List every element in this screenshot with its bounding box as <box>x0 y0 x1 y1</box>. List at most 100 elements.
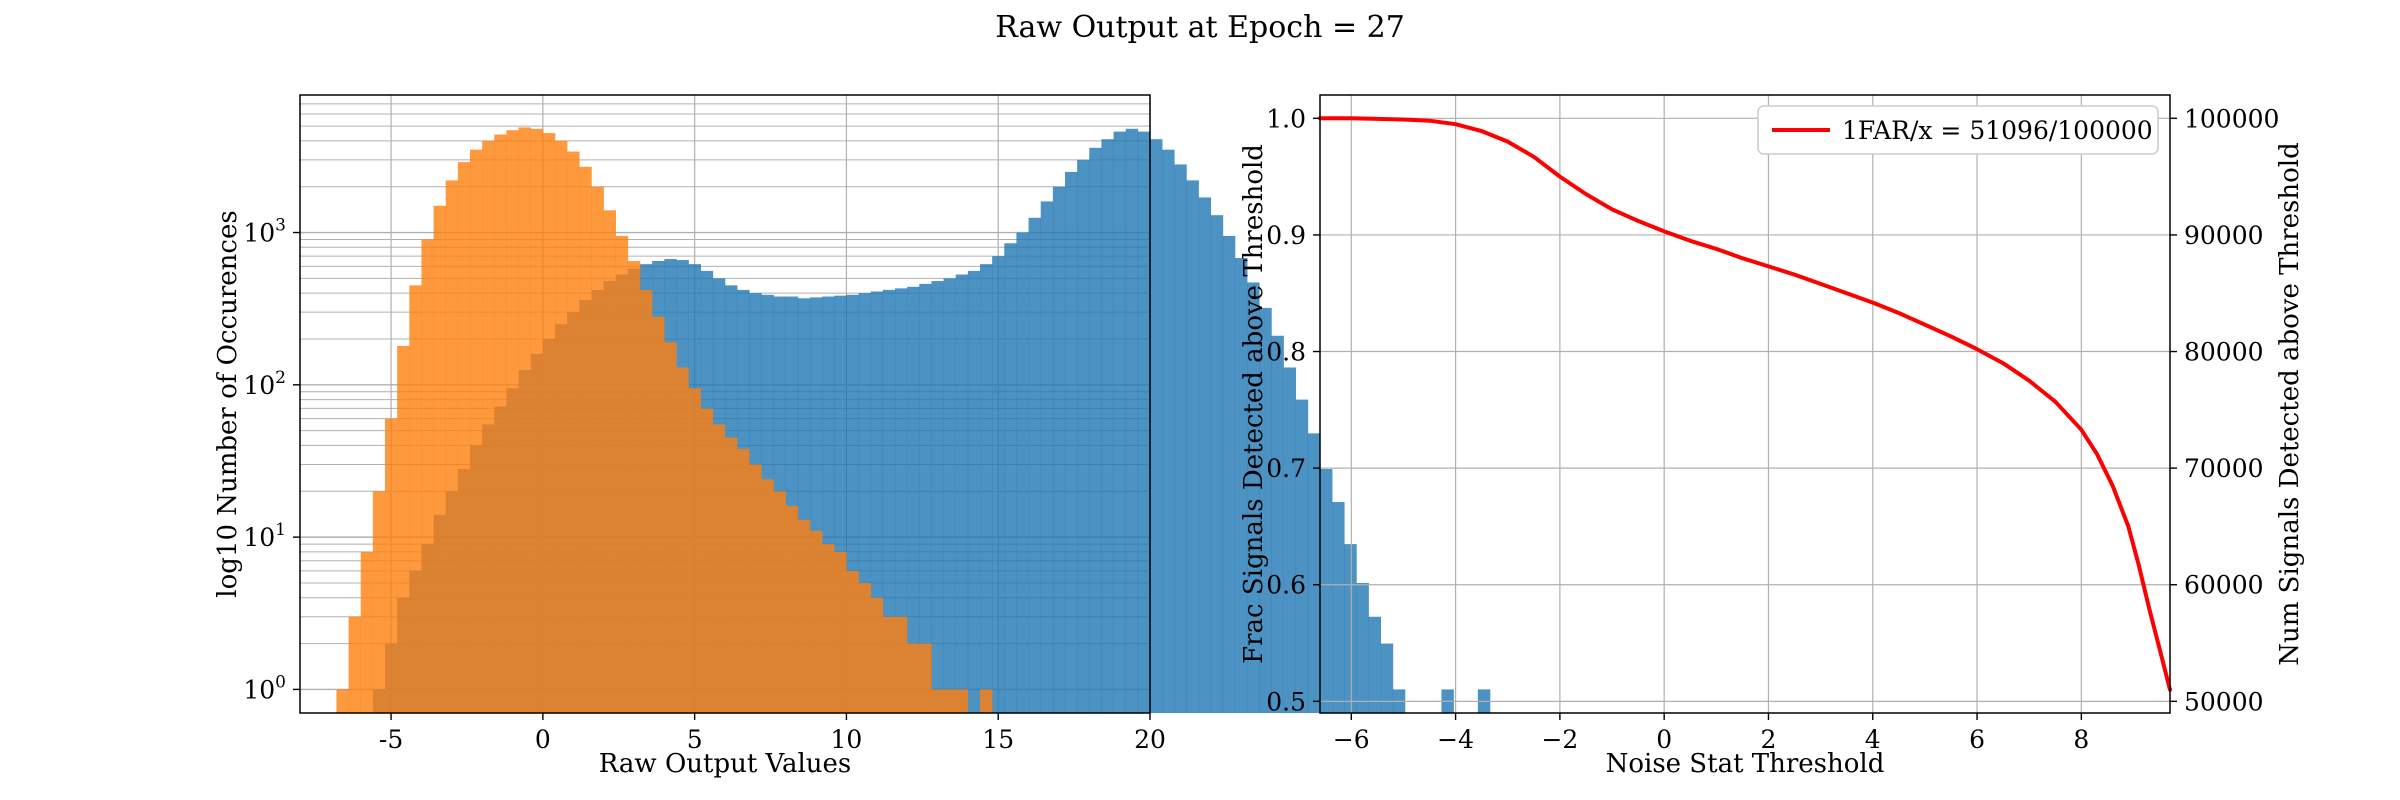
histogram-bar-orange <box>773 491 787 713</box>
x-tick-label: 15 <box>982 725 1014 754</box>
histogram-bar-orange <box>858 582 872 713</box>
x-tick-label: 10 <box>831 725 863 754</box>
histogram-chart: -5 0 5 10 15 20 100 101 102 103 Raw Output Value… <box>213 94 1491 779</box>
histogram-bar-orange <box>664 342 677 713</box>
histogram-bar-blue <box>882 289 896 713</box>
histogram-bar-blue <box>907 286 920 713</box>
histogram-bar-blue <box>1052 186 1066 713</box>
histogram-bar-orange <box>955 689 969 713</box>
histogram-bar-orange <box>749 464 762 713</box>
curve-y-axis-label: Frac Signals Detected above Threshold <box>1239 144 1269 664</box>
histogram-bar-blue <box>955 274 969 713</box>
x-tick-label: −6 <box>1333 725 1370 754</box>
histogram-bar-orange <box>907 643 920 713</box>
histogram-bar-blue <box>1380 643 1394 713</box>
histogram-bar-orange <box>603 210 617 713</box>
curve-right-y-axis-label: Num Signals Detected above Threshold <box>2275 142 2305 665</box>
x-tick-label: 20 <box>1134 725 1166 754</box>
histogram-y-axis-label: log10 Number of Occurences <box>213 210 243 597</box>
histogram-bar-orange <box>433 205 447 714</box>
histogram-bar-orange <box>530 128 544 713</box>
curve-y-ticks: 0.5 0.6 0.7 0.8 0.9 1.0 <box>1266 104 1320 716</box>
histogram-bar-orange <box>737 448 750 713</box>
histogram-bar-blue <box>1101 139 1114 714</box>
x-tick-label: −2 <box>1541 725 1578 754</box>
histogram-x-ticks: -5 0 5 10 15 20 <box>379 713 1166 754</box>
histogram-bar-blue <box>1235 258 1248 713</box>
histogram-bar-orange <box>688 388 702 713</box>
histogram-bar-orange <box>980 689 993 713</box>
right-y-tick-label: 60000 <box>2184 571 2264 600</box>
histogram-x-axis-label: Raw Output Values <box>599 749 851 779</box>
suptitle: Raw Output at Epoch = 27 <box>995 10 1405 45</box>
histogram-bar-blue <box>1077 159 1090 714</box>
histogram-bar-orange <box>591 186 604 713</box>
histogram-bar-blue <box>1150 139 1163 714</box>
histogram-bars <box>336 127 1491 714</box>
histogram-bar-blue <box>1356 582 1369 713</box>
histogram-plot-frame <box>299 94 1151 714</box>
histogram-bar-blue <box>1186 180 1199 713</box>
curve-x-axis-label: Noise Stat Threshold <box>1606 749 1885 779</box>
histogram-bar-orange <box>457 162 471 713</box>
histogram-bar-orange <box>506 130 519 713</box>
x-tick-label: −4 <box>1437 725 1474 754</box>
histogram-bar-orange <box>372 491 386 713</box>
histogram-bar-orange <box>931 689 944 713</box>
y-tick-label: 103 <box>243 216 286 248</box>
histogram-bar-orange <box>870 597 884 713</box>
histogram-bar-blue <box>1162 149 1175 713</box>
histogram-bar-orange <box>579 166 592 714</box>
right-y-tick-label: 50000 <box>2184 687 2264 716</box>
histogram-bar-orange <box>895 616 908 713</box>
y-tick-label: 0.9 <box>1266 221 1306 250</box>
histogram-bar-blue <box>1332 502 1345 713</box>
histogram-bar-blue <box>931 281 944 713</box>
histogram-bar-blue <box>919 283 932 713</box>
histogram-bar-orange <box>567 151 580 714</box>
x-tick-label: 0 <box>535 725 551 754</box>
curve-x-ticks: −6 −4 −2 0 2 4 6 8 <box>1333 713 2089 754</box>
x-tick-label: 4 <box>1865 725 1881 754</box>
curve-gridlines <box>1320 95 2170 713</box>
curve-right-y-ticks: 50000 60000 70000 80000 90000 100000 <box>2170 104 2279 716</box>
histogram-bar-orange <box>640 289 653 713</box>
x-tick-label: 8 <box>2073 725 2089 754</box>
curve-plot-frame <box>1319 94 2171 714</box>
histogram-bar-orange <box>397 345 410 713</box>
y-tick-label: 102 <box>243 368 286 400</box>
histogram-bar-orange <box>919 643 932 713</box>
right-y-tick-label: 90000 <box>2184 221 2264 250</box>
histogram-bar-blue <box>1222 235 1236 713</box>
y-tick-label: 0.5 <box>1266 687 1306 716</box>
histogram-bar-blue <box>895 288 908 713</box>
histogram-y-ticks: 100 101 102 103 <box>243 216 300 704</box>
histogram-bar-blue <box>1065 171 1078 713</box>
histogram-bar-orange <box>652 316 665 713</box>
histogram-bar-orange <box>761 479 774 713</box>
histogram-bar-orange <box>385 418 398 713</box>
histogram-bar-blue <box>1113 131 1127 713</box>
y-tick-label: 0.8 <box>1266 338 1306 367</box>
histogram-bar-blue <box>1198 197 1212 714</box>
y-tick-label: 0.7 <box>1266 454 1306 483</box>
histogram-bar-blue <box>1368 616 1382 713</box>
right-y-tick-label: 100000 <box>2184 104 2279 133</box>
histogram-bar-orange <box>676 367 689 713</box>
legend-label: 1FAR/x = 51096/100000 <box>1842 116 2153 145</box>
histogram-bar-blue <box>1210 215 1224 713</box>
histogram-bar-blue <box>1344 544 1357 713</box>
histogram-bar-orange <box>834 551 847 713</box>
histogram-bar-orange <box>712 424 726 713</box>
histogram-bar-orange <box>336 689 349 713</box>
histogram-bar-blue <box>1295 399 1309 713</box>
x-tick-label: 2 <box>1761 725 1777 754</box>
histogram-bar-blue <box>1259 307 1272 713</box>
histogram-bar-orange <box>943 689 957 713</box>
histogram-bar-orange <box>822 544 835 713</box>
right-y-tick-label: 80000 <box>2184 338 2264 367</box>
histogram-bar-blue <box>1016 232 1029 713</box>
histogram-bar-blue <box>1040 201 1054 714</box>
y-tick-label: 0.6 <box>1266 571 1306 600</box>
